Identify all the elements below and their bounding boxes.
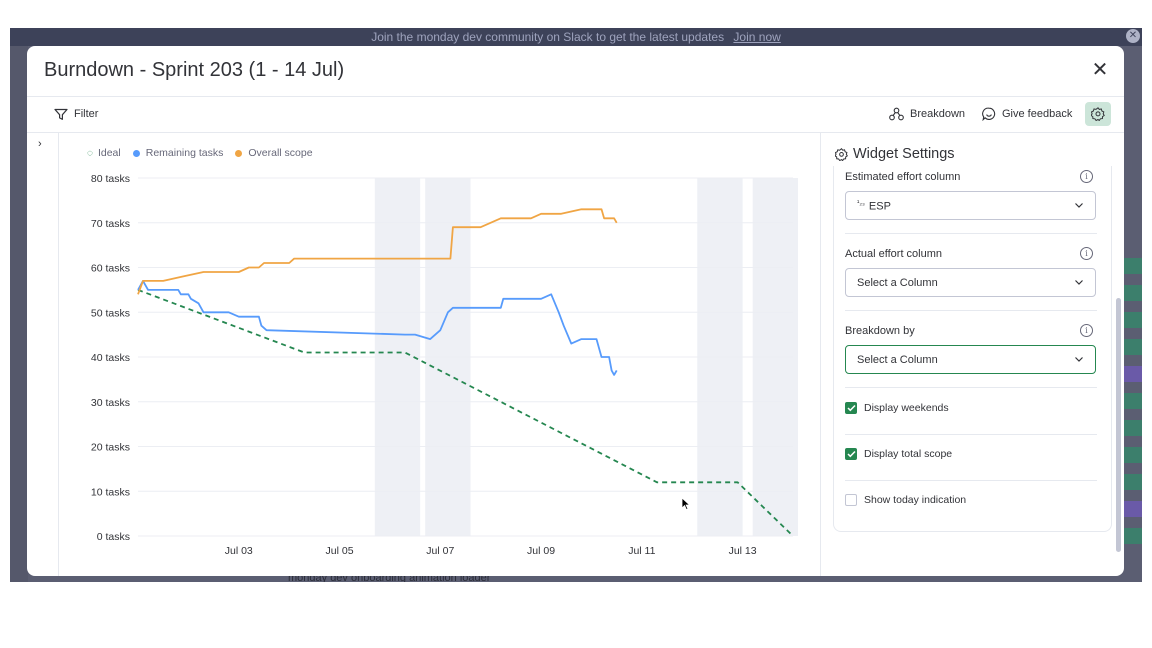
x-tick-label: Jul 11 <box>628 545 655 557</box>
estimated-effort-label: Estimated effort column <box>845 171 961 183</box>
remaining-dot-icon <box>132 149 140 157</box>
y-tick-label: 30 tasks <box>91 397 130 409</box>
y-tick-label: 40 tasks <box>91 352 130 364</box>
checkmark-icon[interactable] <box>845 448 857 460</box>
legend-remaining-label: Remaining tasks <box>145 147 224 159</box>
y-tick-label: 50 tasks <box>91 307 130 319</box>
x-tick-label: Jul 05 <box>326 545 354 557</box>
info-icon[interactable]: i <box>1080 247 1093 260</box>
settings-scrollbar[interactable] <box>1116 298 1121 552</box>
actual-effort-select[interactable]: Select a Column <box>845 268 1096 297</box>
close-icon[interactable]: ✕ <box>1091 59 1109 81</box>
announcement-banner: Join the monday dev community on Slack t… <box>10 28 1142 46</box>
settings-button[interactable] <box>1085 102 1111 126</box>
modal-header: Burndown - Sprint 203 (1 - 14 Jul) ✕ <box>27 46 1124 97</box>
settings-panel <box>833 166 1112 532</box>
actual-effort-label: Actual effort column <box>845 248 943 260</box>
series-line-remaining-tasks <box>137 280 618 376</box>
legend-remaining[interactable]: Remaining tasks <box>132 147 224 159</box>
y-tick-label: 20 tasks <box>91 442 130 454</box>
estimated-effort-value: ¹₂₃ ESP <box>857 200 891 213</box>
breakdown-by-value: Select a Column <box>857 354 938 366</box>
x-tick-label: Jul 03 <box>225 545 253 557</box>
legend-scope[interactable]: Overall scope <box>235 147 313 159</box>
divider <box>845 233 1097 234</box>
unchecked-box-icon[interactable] <box>845 494 857 506</box>
divider <box>845 480 1097 481</box>
chevron-right-icon[interactable]: › <box>38 138 42 150</box>
give-feedback-button[interactable]: Give feedback <box>982 104 1072 124</box>
banner-text: Join the monday dev community on Slack t… <box>371 30 725 44</box>
panel-divider <box>820 132 821 576</box>
y-tick-label: 60 tasks <box>91 263 130 275</box>
breakdown-by-label: Breakdown by <box>845 325 915 337</box>
breakdown-by-select[interactable]: Select a Column <box>845 345 1096 374</box>
x-tick-label: Jul 09 <box>527 545 555 557</box>
y-tick-label: 10 tasks <box>91 486 130 498</box>
feedback-icon <box>982 107 996 121</box>
divider <box>845 387 1097 388</box>
widget-settings-title: Widget Settings <box>835 146 955 162</box>
banner-close-icon[interactable]: ✕ <box>1126 29 1140 43</box>
divider <box>845 434 1097 435</box>
series-line-overall-scope <box>137 208 618 295</box>
divider <box>845 310 1097 311</box>
breakdown-icon <box>889 107 904 121</box>
info-icon[interactable]: i <box>1080 170 1093 183</box>
chevron-down-icon <box>1075 280 1083 285</box>
info-icon[interactable]: i <box>1080 324 1093 337</box>
background-item-text: monday dev onboarding animation loader <box>288 572 491 582</box>
display-weekends-label: Display weekends <box>864 402 949 414</box>
chevron-down-icon <box>1075 357 1083 362</box>
burndown-modal: Burndown - Sprint 203 (1 - 14 Jul) ✕ Fil… <box>27 46 1124 576</box>
display-weekends-checkbox[interactable]: Display weekends <box>845 402 949 414</box>
background-board-column <box>1124 258 1142 582</box>
side-panel-toggle[interactable]: › <box>27 132 59 576</box>
ideal-dashed-icon: ◌ <box>87 147 93 159</box>
legend-scope-label: Overall scope <box>248 147 313 159</box>
x-tick-label: Jul 07 <box>426 545 454 557</box>
display-total-scope-checkbox[interactable]: Display total scope <box>845 448 952 460</box>
legend-ideal[interactable]: ◌ Ideal <box>87 147 121 159</box>
y-tick-label: 0 tasks <box>97 531 130 543</box>
x-tick-label: Jul 13 <box>729 545 757 557</box>
breakdown-button[interactable]: Breakdown <box>889 104 965 124</box>
banner-join-link[interactable]: Join now <box>733 30 781 44</box>
actual-effort-value: Select a Column <box>857 277 938 289</box>
filter-label: Filter <box>74 108 99 120</box>
legend-ideal-label: Ideal <box>97 147 121 159</box>
numbers-icon: ¹₂₃ <box>857 200 865 207</box>
background-sidebar <box>10 46 28 582</box>
show-today-checkbox[interactable]: Show today indication <box>845 494 966 506</box>
series-line-ideal <box>137 289 794 537</box>
modal-title: Burndown - Sprint 203 (1 - 14 Jul) <box>44 59 345 81</box>
widget-settings-label: Widget Settings <box>853 146 955 162</box>
modal-toolbar: Filter Breakdown Give feedback <box>27 96 1124 133</box>
checkmark-icon[interactable] <box>845 402 857 414</box>
display-total-scope-label: Display total scope <box>864 448 953 460</box>
settings-gear-icon <box>835 147 848 161</box>
filter-button[interactable]: Filter <box>54 104 98 124</box>
estimated-effort-select[interactable]: ¹₂₃ ESP <box>845 191 1096 220</box>
show-today-label: Show today indication <box>864 494 967 506</box>
burndown-chart: 0 tasks 10 tasks 20 tasks 30 tasks 40 tasks 5… <box>91 173 798 557</box>
breakdown-label: Breakdown <box>910 108 966 120</box>
estimated-effort-text: ESP <box>868 200 891 213</box>
chart-legend: ◌ Ideal Remaining tasks Overall scope <box>87 147 325 159</box>
chevron-down-icon <box>1075 203 1083 208</box>
scope-dot-icon <box>235 149 243 157</box>
mouse-cursor-icon <box>681 497 691 511</box>
y-tick-label: 70 tasks <box>91 218 130 230</box>
y-tick-label: 80 tasks <box>91 173 130 185</box>
gear-icon <box>1091 107 1105 121</box>
give-feedback-label: Give feedback <box>1002 108 1073 120</box>
filter-icon <box>54 108 68 120</box>
